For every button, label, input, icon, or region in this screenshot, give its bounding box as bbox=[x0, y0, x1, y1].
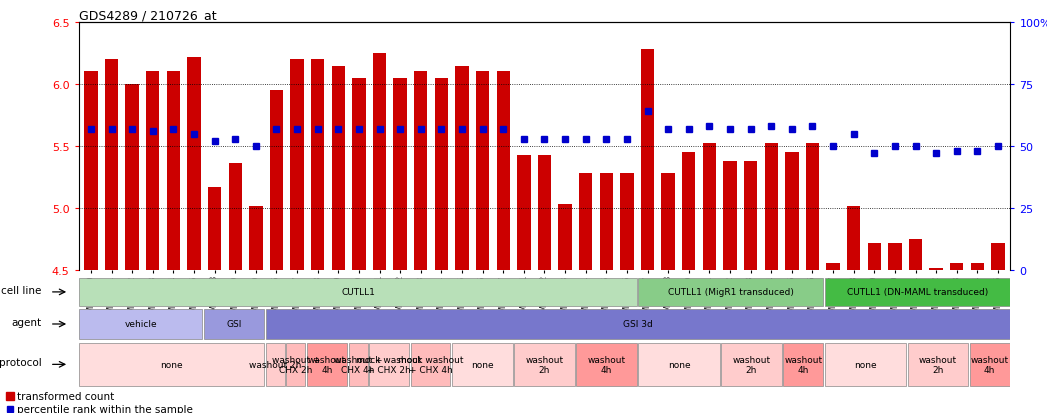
Text: GSI: GSI bbox=[226, 320, 242, 329]
Bar bbox=[414, 72, 427, 271]
Bar bbox=[600, 174, 612, 271]
Text: washout
2h: washout 2h bbox=[526, 355, 563, 374]
Text: transformed count: transformed count bbox=[17, 391, 114, 401]
Text: none: none bbox=[854, 360, 876, 369]
Text: washout
4h: washout 4h bbox=[308, 355, 347, 374]
Bar bbox=[992, 243, 1005, 271]
Bar bbox=[703, 144, 716, 271]
Bar bbox=[971, 263, 984, 271]
Bar bbox=[662, 174, 675, 271]
Text: none: none bbox=[668, 360, 690, 369]
Bar bbox=[146, 72, 159, 271]
Bar bbox=[410, 343, 450, 386]
Text: mock washout
+ CHX 2h: mock washout + CHX 2h bbox=[356, 355, 422, 374]
Bar bbox=[641, 50, 654, 271]
Bar bbox=[868, 243, 881, 271]
Bar bbox=[80, 278, 637, 306]
Bar bbox=[266, 309, 1009, 339]
Bar bbox=[208, 188, 221, 271]
Text: washout
4h: washout 4h bbox=[784, 355, 822, 374]
Bar bbox=[266, 343, 285, 386]
Bar bbox=[349, 343, 367, 386]
Bar bbox=[249, 206, 263, 271]
Bar bbox=[452, 343, 513, 386]
Bar bbox=[847, 206, 861, 271]
Bar bbox=[888, 243, 901, 271]
Text: GSI 3d: GSI 3d bbox=[623, 320, 652, 329]
Bar bbox=[909, 240, 922, 271]
Bar bbox=[203, 309, 264, 339]
Text: mock washout
+ CHX 4h: mock washout + CHX 4h bbox=[398, 355, 464, 374]
Bar bbox=[785, 153, 799, 271]
Bar bbox=[639, 278, 823, 306]
Text: cell line: cell line bbox=[1, 286, 41, 296]
Bar bbox=[352, 78, 365, 271]
Bar bbox=[930, 268, 943, 271]
Bar bbox=[187, 57, 201, 271]
Bar bbox=[514, 343, 575, 386]
Text: none: none bbox=[160, 360, 183, 369]
Bar bbox=[166, 72, 180, 271]
Bar bbox=[455, 67, 469, 271]
Text: washout +
CHX 4h: washout + CHX 4h bbox=[334, 355, 382, 374]
Bar bbox=[723, 161, 737, 271]
Bar bbox=[80, 309, 202, 339]
Text: washout
4h: washout 4h bbox=[587, 355, 626, 374]
Bar bbox=[538, 155, 551, 271]
Text: vehicle: vehicle bbox=[125, 320, 157, 329]
Text: washout
2h: washout 2h bbox=[733, 355, 771, 374]
Bar bbox=[806, 144, 819, 271]
Bar bbox=[307, 343, 347, 386]
Bar bbox=[287, 343, 306, 386]
Bar bbox=[825, 278, 1009, 306]
Bar bbox=[373, 54, 386, 271]
Bar bbox=[394, 78, 407, 271]
Text: protocol: protocol bbox=[0, 357, 41, 367]
Bar bbox=[764, 144, 778, 271]
Text: washout 2h: washout 2h bbox=[249, 360, 302, 369]
Bar bbox=[435, 78, 448, 271]
Bar bbox=[744, 161, 757, 271]
Bar bbox=[126, 85, 139, 271]
Text: GDS4289 / 210726_at: GDS4289 / 210726_at bbox=[79, 9, 216, 21]
Text: CUTLL1 (MigR1 transduced): CUTLL1 (MigR1 transduced) bbox=[668, 288, 794, 297]
Text: washout
4h: washout 4h bbox=[971, 355, 1008, 374]
Bar bbox=[558, 205, 572, 271]
Bar bbox=[84, 72, 97, 271]
Bar bbox=[270, 91, 283, 271]
Bar bbox=[721, 343, 782, 386]
Bar bbox=[970, 343, 1009, 386]
Bar bbox=[783, 343, 823, 386]
Text: agent: agent bbox=[12, 318, 41, 328]
Bar bbox=[80, 343, 264, 386]
Text: washout +
CHX 2h: washout + CHX 2h bbox=[272, 355, 320, 374]
Bar bbox=[579, 174, 593, 271]
Text: washout
2h: washout 2h bbox=[919, 355, 957, 374]
Bar bbox=[639, 343, 719, 386]
Bar bbox=[908, 343, 968, 386]
Bar bbox=[826, 263, 840, 271]
Text: CUTLL1 (DN-MAML transduced): CUTLL1 (DN-MAML transduced) bbox=[847, 288, 987, 297]
Bar bbox=[228, 164, 242, 271]
Bar bbox=[682, 153, 695, 271]
Bar bbox=[290, 60, 304, 271]
Bar bbox=[332, 67, 344, 271]
Bar bbox=[950, 263, 963, 271]
Text: percentile rank within the sample: percentile rank within the sample bbox=[17, 404, 193, 413]
Bar bbox=[825, 343, 906, 386]
Bar bbox=[620, 174, 633, 271]
Text: none: none bbox=[471, 360, 493, 369]
Text: CUTLL1: CUTLL1 bbox=[341, 288, 375, 297]
Bar bbox=[496, 72, 510, 271]
Bar bbox=[576, 343, 637, 386]
Bar bbox=[105, 60, 118, 271]
Bar bbox=[311, 60, 325, 271]
Bar bbox=[370, 343, 409, 386]
Bar bbox=[476, 72, 489, 271]
Bar bbox=[517, 155, 531, 271]
